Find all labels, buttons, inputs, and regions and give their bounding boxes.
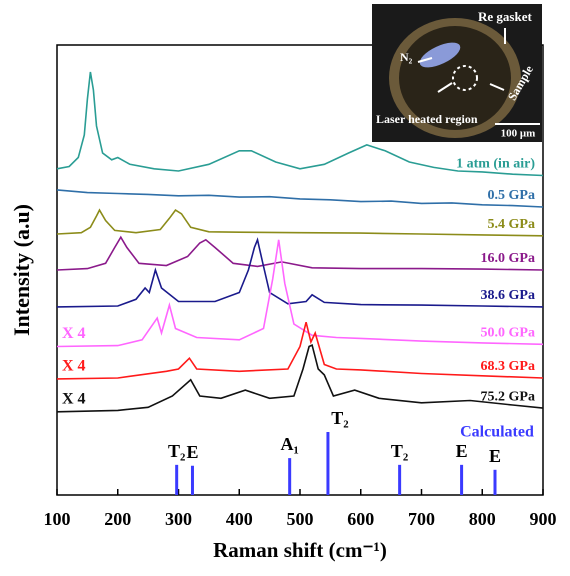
inset-arrows	[417, 28, 506, 93]
scale-label: X 4	[62, 325, 86, 342]
series-label: 0.5 GPa	[488, 188, 535, 203]
x-tick-label: 100	[44, 509, 71, 529]
y-axis-label: Intensity (a.u)	[9, 204, 34, 336]
mode-label: E	[186, 442, 198, 462]
series-label: 50.0 GPa	[481, 325, 535, 340]
series-line	[56, 208, 544, 237]
series-line	[56, 235, 544, 271]
heated-circle	[452, 65, 478, 91]
x-tick-label: 600	[347, 509, 374, 529]
mode-label: E	[489, 446, 501, 466]
series-label: 16.0 GPa	[481, 251, 535, 266]
series-label: 68.3 GPa	[481, 359, 535, 374]
series-label: 38.6 GPa	[481, 288, 535, 303]
mode-label: E	[456, 441, 468, 461]
series-line	[56, 343, 544, 413]
x-tick-label: 800	[469, 509, 496, 529]
series-line	[56, 237, 544, 308]
series-label: 75.2 GPa	[481, 389, 535, 404]
x-tick-label: 700	[408, 509, 435, 529]
inset-label: Re gasket	[478, 9, 532, 24]
x-tick-label: 500	[287, 509, 314, 529]
x-tick-label: 400	[226, 509, 253, 529]
n2-region	[419, 42, 461, 68]
series-line	[56, 239, 544, 348]
series-line	[56, 322, 544, 380]
mode-label: A₁	[280, 434, 298, 454]
inset-label: Laser heated region	[376, 112, 478, 126]
series-line	[56, 71, 544, 177]
x-tick-label: 300	[165, 509, 192, 529]
scale-label: X 4	[62, 390, 86, 407]
series-label: 5.4 GPa	[488, 217, 535, 232]
series-line	[56, 189, 544, 208]
mode-label: T₂	[168, 441, 185, 461]
sample-chamber	[399, 26, 511, 130]
inset-label: 100 μm	[501, 128, 536, 140]
mode-label: T₂	[391, 441, 408, 461]
series-label: 1 atm (in air)	[456, 157, 535, 172]
x-tick-label: 900	[530, 509, 557, 529]
calculated-label: Calculated	[460, 424, 534, 441]
x-axis-label: Raman shift (cm⁻¹)	[213, 538, 387, 562]
inset: Re gasket N₂ Laser heated region Sample …	[372, 4, 542, 142]
mode-label: T₂	[331, 408, 348, 428]
scale-label: X 4	[62, 358, 86, 375]
inset-label: N₂	[400, 50, 413, 64]
x-tick-label: 200	[104, 509, 131, 529]
